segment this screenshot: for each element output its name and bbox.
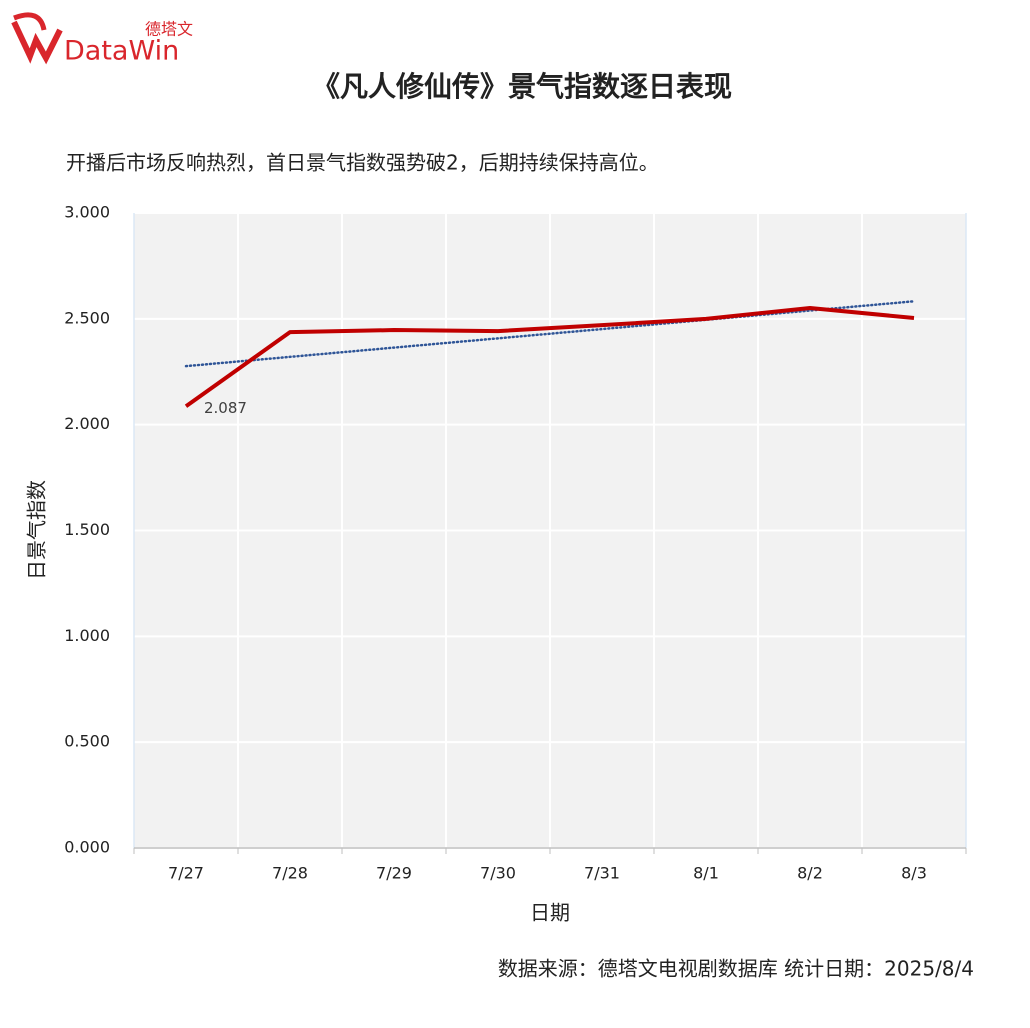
y-tick-label: 2.500 <box>64 308 110 327</box>
x-tick-label: 7/31 <box>584 864 620 883</box>
logo: 德塔文 DataWin <box>11 12 193 67</box>
y-tick-label: 1.500 <box>64 520 110 539</box>
logo-mark <box>13 12 47 31</box>
trendline <box>184 300 916 368</box>
data-label: 2.087 <box>204 399 247 417</box>
source: 数据来源：德塔文电视剧数据库 统计日期：2025/8/4 <box>498 957 974 981</box>
x-tick-label: 8/2 <box>797 864 823 883</box>
y-tick-label: 1.000 <box>64 626 110 645</box>
y-axis-label: 日景气指数 <box>25 480 49 580</box>
logo-en: DataWin <box>64 36 179 67</box>
logo-mark <box>11 20 63 65</box>
x-tick-label: 8/3 <box>901 864 927 883</box>
logo-cn: 德塔文 <box>145 20 193 39</box>
x-tick-label: 7/30 <box>480 864 516 883</box>
y-tick-label: 2.000 <box>64 414 110 433</box>
x-tick-label: 7/27 <box>168 864 204 883</box>
y-tick-label: 0.500 <box>64 732 110 751</box>
x-tick-label: 7/29 <box>376 864 412 883</box>
y-tick-label: 3.000 <box>64 203 110 222</box>
data-line <box>184 306 915 408</box>
x-tick-label: 8/1 <box>693 864 719 883</box>
chart-title: 《凡人修仙传》景气指数逐日表现 <box>312 70 732 103</box>
x-axis-label: 日期 <box>530 901 570 925</box>
chart-subtitle: 开播后市场反响热烈，首日景气指数强势破2，后期持续保持高位。 <box>66 151 659 175</box>
x-tick-label: 7/28 <box>272 864 308 883</box>
y-tick-label: 0.000 <box>64 838 110 857</box>
